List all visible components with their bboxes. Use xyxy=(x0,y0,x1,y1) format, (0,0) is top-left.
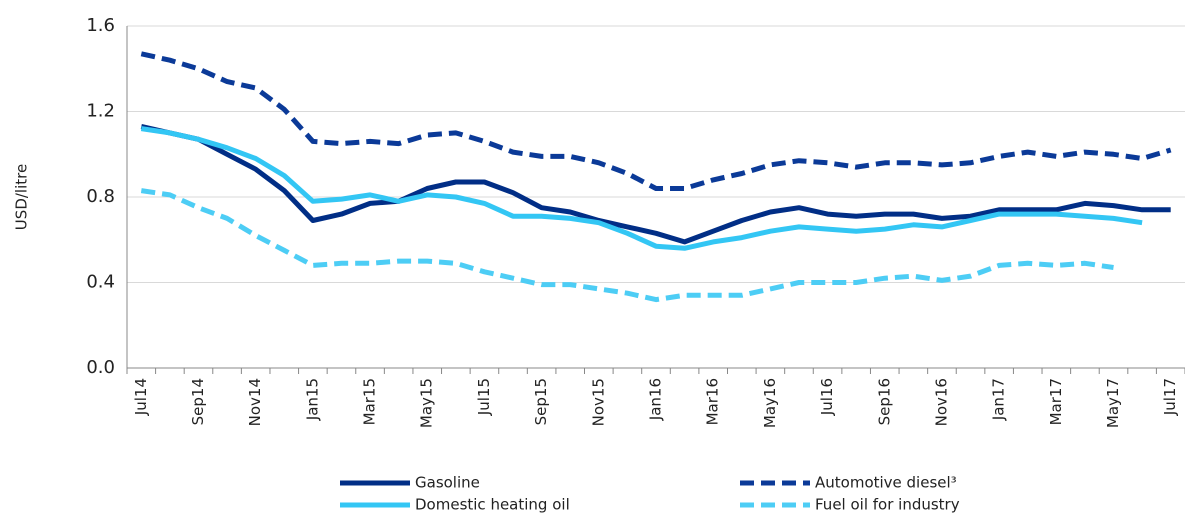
x-tick-label: Sep16 xyxy=(875,378,893,425)
x-tick-label: Sep15 xyxy=(532,378,550,425)
legend-label: Automotive diesel³ xyxy=(815,474,957,492)
x-tick-label: Jul14 xyxy=(132,378,150,416)
x-tick-label: May17 xyxy=(1104,378,1122,428)
x-tick-label: Mar17 xyxy=(1047,378,1065,425)
x-tick-label: Nov16 xyxy=(932,378,950,426)
x-tick-label: Jan16 xyxy=(647,378,665,421)
legend-label: Fuel oil for industry xyxy=(815,496,960,514)
x-tick-label: Jul17 xyxy=(1161,378,1179,416)
series-line xyxy=(140,188,1114,303)
series-line xyxy=(140,126,1143,251)
series-line xyxy=(140,124,1171,245)
x-tick-label: Jan17 xyxy=(990,378,1008,421)
x-tick-label: May16 xyxy=(761,378,779,428)
series-line xyxy=(140,51,1172,191)
x-tick-label: Nov14 xyxy=(246,378,264,426)
x-tick-label: Sep14 xyxy=(189,378,207,425)
y-tick-label: 1.6 xyxy=(86,15,115,36)
y-tick-label: 0.0 xyxy=(86,357,115,378)
y-tick-label: 0.4 xyxy=(86,272,115,293)
y-tick-label: 1.2 xyxy=(86,101,115,122)
x-tick-label: Mar15 xyxy=(361,378,379,425)
legend-label: Domestic heating oil xyxy=(415,496,570,514)
legend-label: Gasoline xyxy=(415,474,480,492)
y-axis-label: USD/litre xyxy=(13,164,31,230)
y-tick-label: 0.8 xyxy=(86,186,115,207)
x-tick-label: Mar16 xyxy=(704,378,722,425)
x-tick-label: Nov15 xyxy=(589,378,607,426)
x-tick-label: Jul16 xyxy=(818,378,836,416)
x-tick-label: Jul15 xyxy=(475,378,493,416)
x-tick-label: May15 xyxy=(418,378,436,428)
x-tick-label: Jan15 xyxy=(303,378,321,421)
